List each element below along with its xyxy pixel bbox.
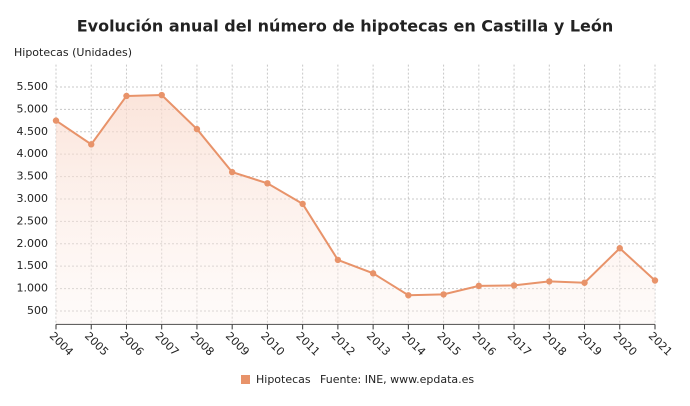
- point: [440, 291, 447, 298]
- y-tick-label: 4.000: [17, 147, 49, 160]
- y-tick-label: 3.000: [17, 192, 49, 205]
- point: [546, 278, 553, 285]
- point: [334, 256, 342, 264]
- point: [405, 292, 412, 299]
- legend-swatch: [241, 375, 250, 384]
- point: [52, 117, 60, 124]
- x-tick-label: 2010: [258, 329, 287, 358]
- point: [581, 279, 588, 286]
- chart-title: Evolución anual del número de hipotecas …: [77, 17, 614, 36]
- y-tick-label: 2.000: [17, 237, 49, 250]
- point: [299, 200, 306, 208]
- x-tick-label: 2006: [117, 329, 146, 358]
- source: Fuente: INE, www.epdata.es: [320, 373, 474, 386]
- point: [193, 125, 201, 133]
- point: [123, 92, 130, 100]
- x-tick-label: 2019: [575, 329, 604, 358]
- y-tick-label: 5.000: [17, 102, 49, 115]
- x-tick-label: 2015: [434, 329, 463, 358]
- point: [228, 168, 236, 176]
- point: [369, 270, 377, 277]
- point: [475, 282, 483, 290]
- point: [616, 245, 623, 252]
- point: [264, 180, 271, 187]
- x-tick-label: 2021: [646, 329, 675, 358]
- point: [158, 91, 165, 99]
- x-tick-label: 2009: [223, 329, 252, 358]
- x-tick-label: 2012: [329, 329, 358, 358]
- y-axis-label: Hipotecas (Unidades): [14, 46, 132, 59]
- point: [88, 141, 95, 148]
- y-tick-label: 500: [27, 304, 48, 317]
- area: [56, 95, 655, 325]
- x-tick-label: 2007: [152, 329, 181, 358]
- x-tick-label: 2008: [188, 329, 217, 358]
- y-tick-label: 4.500: [17, 125, 49, 138]
- x-tick-label: 2014: [399, 329, 428, 358]
- point: [651, 277, 659, 284]
- line: [55, 94, 656, 297]
- legend-label: Hipotecas: [256, 373, 311, 386]
- y-tick-label: 3.500: [17, 170, 49, 183]
- x-tick-label: 2018: [540, 329, 569, 358]
- x-tick-label: 2004: [47, 329, 76, 358]
- x-tick-label: 2016: [470, 329, 499, 358]
- y-tick-label: 5.500: [17, 80, 49, 93]
- x-tick-label: 2020: [611, 329, 640, 358]
- plot-area: 500 1.000 1.500 2.000 2.500 3.000 3.500 4.000 4.…: [17, 64, 675, 358]
- point: [510, 282, 518, 289]
- x-tick-label: 2011: [293, 329, 322, 358]
- y-tick-label: 1.000: [17, 282, 49, 295]
- x-tick-label: 2005: [82, 329, 111, 358]
- x-tick-label: 2017: [505, 329, 534, 358]
- y-tick-label: 2.500: [17, 214, 49, 227]
- x-tick-label: 2013: [364, 329, 393, 358]
- y-tick-label: 1.500: [17, 259, 49, 272]
